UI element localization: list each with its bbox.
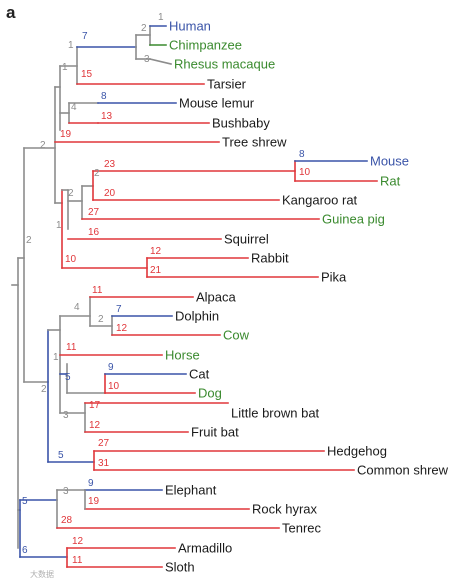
taxon-label: Common shrew [357, 463, 449, 478]
branch-support-label: 3 [63, 486, 69, 497]
branch-support-label: 1 [68, 40, 74, 51]
taxon-label: Elephant [165, 483, 217, 498]
taxon-label: Dog [198, 386, 222, 401]
branch-support-label: 2 [98, 314, 104, 325]
branch-support-label: 2 [141, 23, 147, 34]
branch-support-label: 17 [89, 400, 101, 411]
branch-support-label: 15 [81, 69, 93, 80]
branch-support-label: 31 [98, 458, 110, 469]
branch-support-label: 7 [82, 31, 88, 42]
branch-support-label: 1 [56, 220, 62, 231]
branch-support-label: 10 [65, 254, 77, 265]
branch-support-label: 12 [72, 536, 84, 547]
taxon-label: Pika [321, 270, 347, 285]
branch-support-label: 27 [88, 207, 100, 218]
branch-support-label: 6 [22, 545, 28, 556]
taxon-label: Horse [165, 348, 200, 363]
branch-support-label: 12 [150, 246, 162, 257]
branch-support-label: 3 [144, 54, 150, 65]
branch-support-label: 5 [58, 450, 64, 461]
taxon-label: Squirrel [224, 232, 269, 247]
taxon-label: Tree shrew [222, 135, 287, 150]
branch-support-label: 8 [101, 91, 107, 102]
branch-support-label: 2 [26, 235, 32, 246]
taxon-label: Fruit bat [191, 425, 239, 440]
branch-support-label: 5 [22, 496, 28, 507]
branch-support-label: 5 [65, 372, 71, 383]
tree-branch [149, 58, 172, 65]
branch-support-label: 19 [60, 129, 72, 140]
taxon-label: Dolphin [175, 309, 219, 324]
branch-support-label: 11 [92, 285, 103, 296]
branch-support-label: 12 [89, 420, 101, 431]
branch-support-label: 27 [98, 438, 110, 449]
branch-support-label: 23 [104, 159, 116, 170]
branch-support-label: 1 [158, 12, 164, 23]
taxon-label: Kangaroo rat [282, 193, 358, 208]
panel-label: a [6, 3, 16, 22]
taxon-label: Rat [380, 174, 401, 189]
branch-support-label: 1 [53, 352, 59, 363]
branch-support-label: 9 [108, 362, 114, 373]
taxon-label: Mouse [370, 154, 409, 169]
branch-support-label: 2 [68, 188, 74, 199]
branch-support-label: 2 [41, 384, 47, 395]
tree-branches [11, 25, 378, 568]
branch-support-label: 12 [116, 323, 128, 334]
taxon-label: Armadillo [178, 541, 232, 556]
taxon-label: Rabbit [251, 251, 289, 266]
branch-support-label: 13 [101, 111, 113, 122]
branch-support-label: 4 [74, 302, 80, 313]
taxon-label: Cat [189, 367, 210, 382]
branch-support-label: 21 [150, 265, 162, 276]
branch-support-label: 7 [116, 304, 122, 315]
taxon-label: Human [169, 19, 211, 34]
branch-support-label: 28 [61, 515, 73, 526]
branch-support-label: 3 [63, 410, 69, 421]
branch-support-label: 1 [62, 62, 68, 73]
taxon-label: Tarsier [207, 77, 247, 92]
taxon-labels: Human Chimpanzee Rhesus macaque Tarsier Mous… [165, 19, 449, 575]
branch-support-label: 11 [66, 342, 77, 353]
branch-support-label: 10 [299, 167, 311, 178]
taxon-label: Guinea pig [322, 212, 385, 227]
watermark: 大数据 [30, 569, 54, 579]
taxon-label: Cow [223, 328, 250, 343]
branch-support-label: 20 [104, 188, 116, 199]
branch-support-label: 19 [88, 496, 100, 507]
taxon-label: Bushbaby [212, 116, 270, 131]
branch-support-label: 16 [88, 227, 100, 238]
taxon-label: Little brown bat [231, 406, 320, 421]
branch-support-label: 9 [88, 478, 94, 489]
branch-support-label: 8 [299, 149, 305, 160]
taxon-label: Tenrec [282, 521, 322, 536]
branch-support-label: 10 [108, 381, 120, 392]
taxon-label: Alpaca [196, 290, 237, 305]
branch-support-label: 4 [71, 102, 77, 113]
taxon-label: Rhesus macaque [174, 57, 275, 72]
branch-support-label: 2 [40, 140, 46, 151]
taxon-label: Rock hyrax [252, 502, 318, 517]
taxon-label: Mouse lemur [179, 96, 255, 111]
branch-support-label: 11 [72, 555, 83, 566]
taxon-label: Hedgehog [327, 444, 387, 459]
branch-support-label: 2 [94, 168, 100, 179]
taxon-label: Chimpanzee [169, 38, 242, 53]
taxon-label: Sloth [165, 560, 195, 575]
